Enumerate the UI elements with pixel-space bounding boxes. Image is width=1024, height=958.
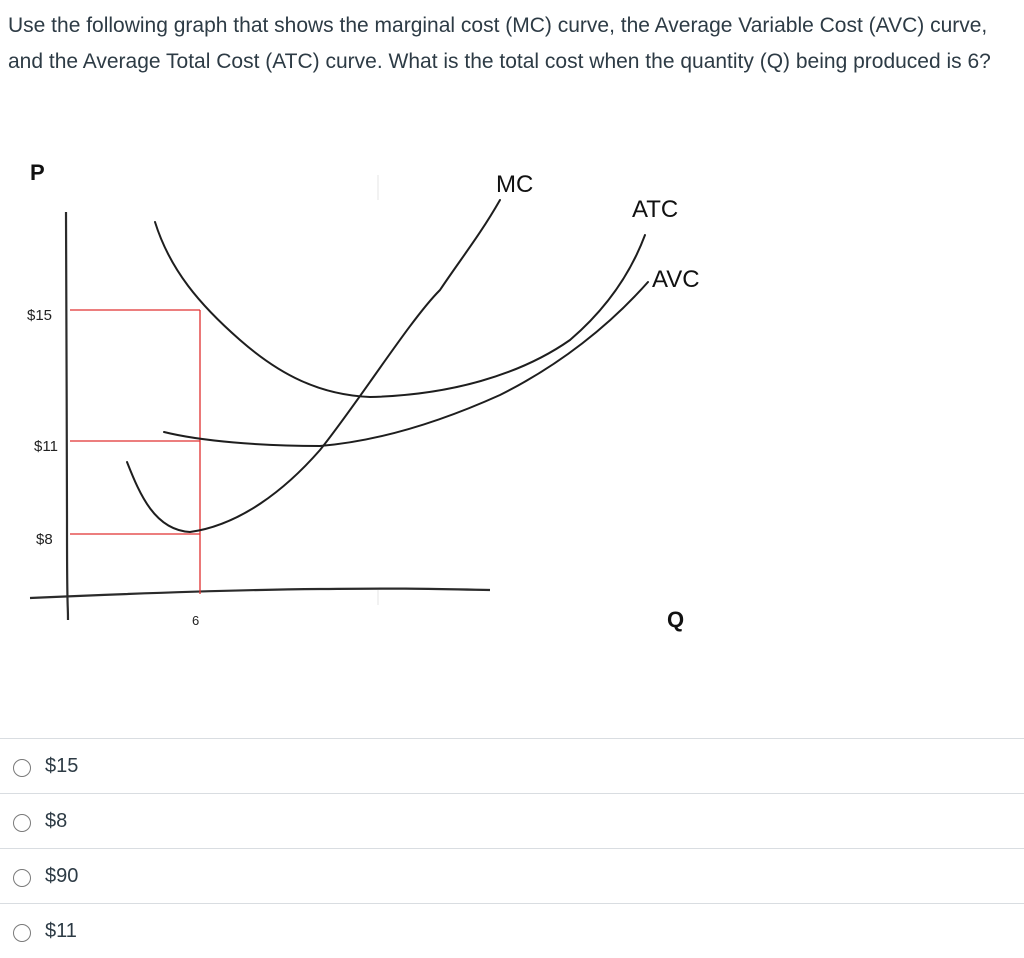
mc-curve — [126, 199, 501, 534]
radio-button[interactable] — [13, 869, 31, 887]
answer-label: $90 — [45, 865, 79, 887]
answer-label: $8 — [45, 810, 68, 832]
y-axis-label: P — [30, 160, 45, 185]
price-tick-8: $8 — [36, 531, 53, 548]
price-tick-11: $11 — [34, 438, 58, 455]
answer-option-15[interactable]: $15 — [0, 738, 1024, 793]
axes — [29, 211, 491, 621]
radio-button[interactable] — [13, 759, 31, 777]
radio-button[interactable] — [13, 814, 31, 832]
avc-label: AVC — [652, 266, 700, 293]
atc-curve — [154, 221, 646, 399]
atc-label: ATC — [632, 196, 678, 223]
avc-curve — [163, 281, 649, 448]
guide-lines — [70, 309, 201, 594]
curves — [126, 199, 649, 534]
answer-label: $11 — [45, 920, 77, 942]
radio-button[interactable] — [13, 924, 31, 942]
x-axis-label: Q — [667, 607, 684, 632]
answer-option-11[interactable]: $11 — [0, 903, 1024, 958]
y-axis — [64, 211, 70, 621]
question-text: Use the following graph that shows the m… — [8, 14, 991, 73]
price-tick-15: $15 — [27, 307, 52, 324]
answer-label: $15 — [45, 755, 79, 777]
quantity-tick-6: 6 — [192, 613, 199, 628]
x-axis — [29, 587, 491, 600]
mc-label: MC — [496, 171, 533, 198]
cost-curves-graph: $15 $11 $8 P Q 6 MC ATC AVC — [27, 160, 700, 632]
answer-list: $15 $8 $90 $11 — [0, 738, 1024, 958]
answer-option-8[interactable]: $8 — [0, 793, 1024, 848]
answer-option-90[interactable]: $90 — [0, 848, 1024, 903]
